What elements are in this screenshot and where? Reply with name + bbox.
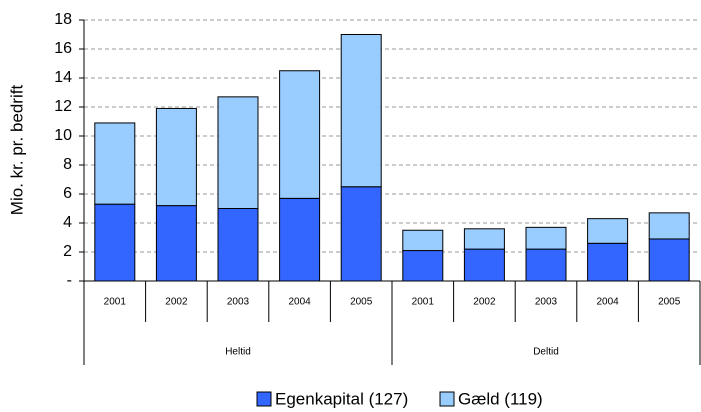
x-tick-label: 2004 xyxy=(288,297,311,308)
y-tick-label: 16 xyxy=(54,40,72,57)
bar-segment xyxy=(94,203,136,282)
bar-segment xyxy=(217,208,259,282)
x-tick-label: 2003 xyxy=(227,297,250,308)
y-axis-label: Mio. kr. pr. bedrift xyxy=(7,85,26,216)
group-label: Heltid xyxy=(225,347,251,358)
bar-segment xyxy=(94,122,136,205)
x-tick-label: 2002 xyxy=(473,297,496,308)
bar-segment xyxy=(340,186,382,282)
bar-segment xyxy=(155,107,197,207)
y-tick-label: 18 xyxy=(54,11,72,28)
y-tick-label: 10 xyxy=(54,127,72,144)
bar-segment xyxy=(463,228,505,250)
legend-swatch xyxy=(256,391,272,407)
bar-segment xyxy=(587,218,629,244)
y-tick-label: 4 xyxy=(63,214,72,231)
x-tick-label: 2002 xyxy=(165,297,188,308)
x-tick-label: 2001 xyxy=(412,297,435,308)
y-tick-label: 6 xyxy=(63,185,72,202)
x-tick-label: 2005 xyxy=(658,297,681,308)
legend-label: Gæld (119) xyxy=(458,389,543,408)
y-tick-label: - xyxy=(67,272,72,289)
y-tick-label: 12 xyxy=(54,98,72,115)
y-tick-label: 14 xyxy=(54,69,72,86)
bar-segment xyxy=(279,197,321,282)
bar-segment xyxy=(525,248,567,282)
legend-label: Egenkapital (127) xyxy=(275,389,408,408)
bar-segment xyxy=(340,34,382,188)
bar-segment xyxy=(587,242,629,282)
x-tick-label: 2001 xyxy=(104,297,127,308)
group-label: Deltid xyxy=(533,347,559,358)
bar-segment xyxy=(463,248,505,282)
y-tick-label: 8 xyxy=(63,156,72,173)
bar-segment xyxy=(402,250,444,282)
bar-segment xyxy=(155,205,197,282)
bar-segment xyxy=(525,226,567,250)
x-tick-label: 2004 xyxy=(596,297,619,308)
bar-segment xyxy=(648,212,690,240)
bar-segment xyxy=(402,229,444,252)
x-tick-label: 2005 xyxy=(350,297,373,308)
y-tick-label: 2 xyxy=(63,243,72,260)
bar-segment xyxy=(217,96,259,209)
legend-swatch xyxy=(439,391,455,407)
bar-segment xyxy=(648,238,690,282)
x-tick-label: 2003 xyxy=(535,297,558,308)
bar-segment xyxy=(279,70,321,199)
